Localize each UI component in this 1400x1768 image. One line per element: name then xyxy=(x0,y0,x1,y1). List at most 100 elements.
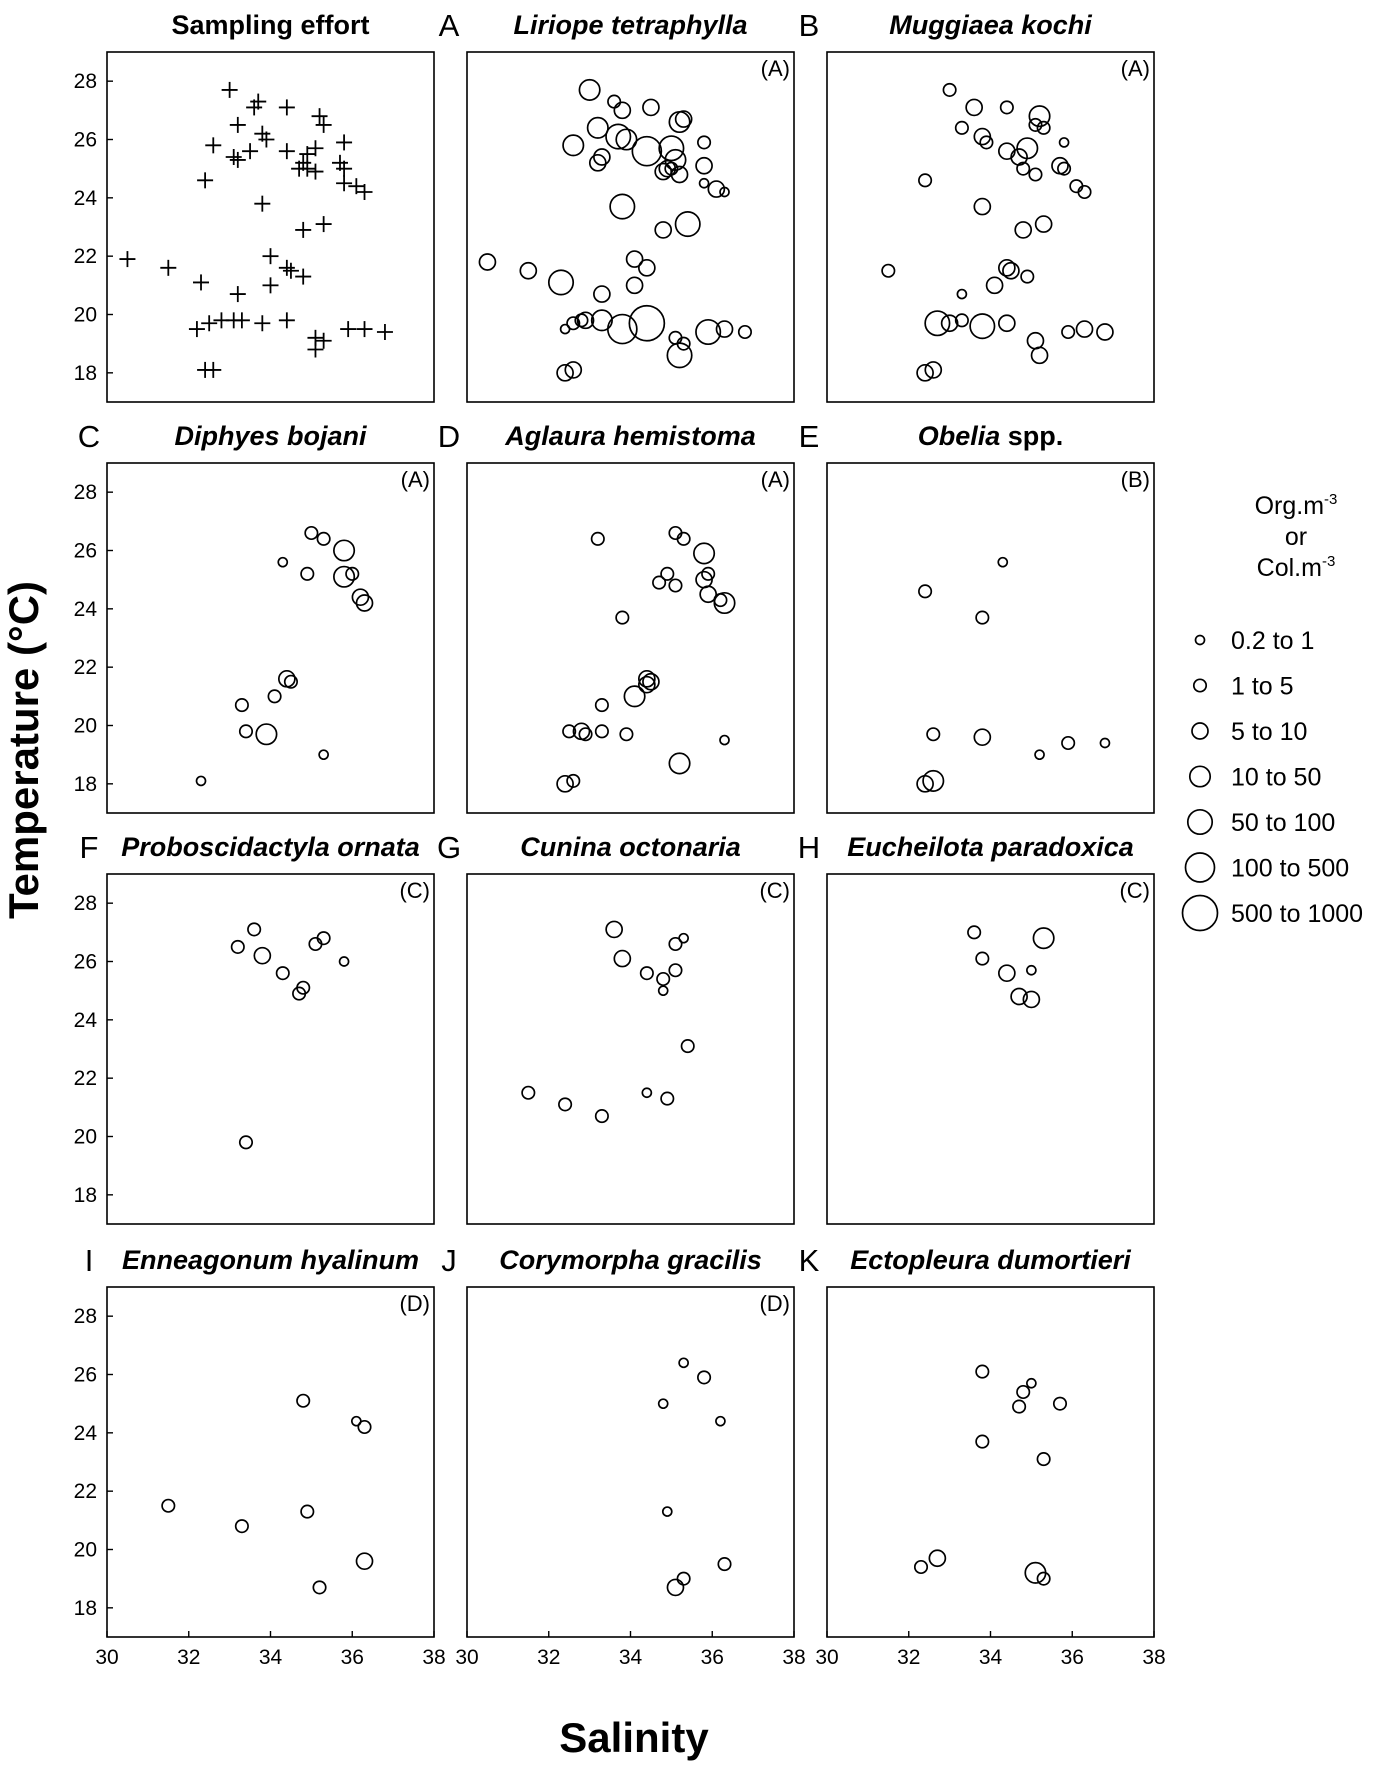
data-point-bubble xyxy=(973,728,992,747)
y-tick-label: 22 xyxy=(74,656,97,679)
data-point-cross xyxy=(225,149,242,165)
data-point-bubble xyxy=(973,197,992,216)
data-point-bubble xyxy=(652,575,667,590)
panel-title: Proboscidactyla ornata xyxy=(121,832,420,862)
data-point-cross xyxy=(233,312,250,329)
data-point-bubble xyxy=(296,1393,311,1408)
data-point-cross xyxy=(254,195,271,212)
data-point-bubble xyxy=(316,531,331,546)
data-point-bubble xyxy=(668,578,683,593)
panel-letter: I xyxy=(85,1243,94,1278)
data-point-bubble xyxy=(1061,735,1076,751)
panel-letter: A xyxy=(439,8,460,43)
x-tick-label: 32 xyxy=(537,1646,560,1669)
legend-bubble xyxy=(1184,852,1216,883)
data-point-cross xyxy=(295,221,312,238)
data-point-bubble xyxy=(924,361,943,379)
data-point-bubble xyxy=(267,689,282,704)
data-point-bubble xyxy=(1012,1399,1027,1414)
data-point-cross xyxy=(336,134,353,151)
panels-group: Sampling effort 18 20 22 24 26 28 A Liriope tetr… xyxy=(74,8,1166,1669)
legend-item-label: 500 to 1000 xyxy=(1231,900,1363,928)
data-point-bubble xyxy=(676,336,691,351)
data-point-bubble xyxy=(578,727,593,742)
data-point-bubble xyxy=(547,269,575,296)
data-point-bubble xyxy=(637,675,656,694)
data-point-bubble xyxy=(637,669,656,688)
data-point-bubble xyxy=(234,698,249,713)
data-point-bubble xyxy=(1075,320,1094,338)
data-point-bubble xyxy=(333,539,356,562)
data-point-bubble xyxy=(333,565,356,588)
panel-letter: K xyxy=(799,1243,820,1278)
panel-cunina-octonaria: G Cunina octonaria (C) xyxy=(437,830,795,1225)
data-point-bubble xyxy=(697,135,712,150)
data-point-bubble xyxy=(161,1498,176,1513)
panel-letter: G xyxy=(437,830,461,865)
data-point-bubble xyxy=(956,288,968,300)
x-tick-label: 30 xyxy=(455,1646,478,1669)
data-point-bubble xyxy=(918,584,933,599)
x-axis-label: Salinity xyxy=(559,1714,709,1761)
data-point-bubble xyxy=(605,920,624,939)
x-tick-label: 38 xyxy=(422,1646,445,1669)
plot-frame xyxy=(826,873,1155,1225)
data-point-bubble xyxy=(642,672,660,691)
panel-title: Muggiaea kochi xyxy=(889,10,1092,40)
x-tick-label: 38 xyxy=(782,1646,805,1669)
legend-item-label: 5 to 10 xyxy=(1231,718,1307,746)
legend-bubble xyxy=(1186,808,1214,836)
data-point-bubble xyxy=(698,177,710,189)
data-point-bubble xyxy=(1036,1571,1051,1586)
data-point-cross xyxy=(188,321,205,338)
data-point-bubble xyxy=(1034,749,1045,761)
legend-bubble xyxy=(1194,634,1206,646)
data-point-bubble xyxy=(318,749,329,761)
panel-obelia-spp: E Obelia spp. (B) xyxy=(799,419,1155,814)
data-point-bubble xyxy=(606,313,638,345)
group-label: (D) xyxy=(759,1291,790,1316)
legend-bubble xyxy=(1192,678,1208,693)
y-tick-label: 22 xyxy=(74,1480,97,1503)
data-point-bubble xyxy=(521,1085,536,1100)
data-point-cross xyxy=(262,277,279,294)
data-point-bubble xyxy=(1036,1452,1051,1467)
data-point-bubble xyxy=(717,1557,732,1572)
data-point-bubble xyxy=(1030,346,1049,365)
data-point-bubble xyxy=(1028,117,1043,132)
data-point-bubble xyxy=(661,1506,673,1517)
data-point-cross xyxy=(311,108,328,125)
data-point-bubble xyxy=(926,727,941,742)
data-point-bubble xyxy=(985,276,1004,295)
data-point-bubble xyxy=(975,1434,990,1449)
data-point-cross xyxy=(278,259,295,276)
data-point-bubble xyxy=(578,78,601,101)
data-point-bubble xyxy=(345,566,360,581)
data-point-bubble xyxy=(967,925,982,940)
data-point-bubble xyxy=(1061,324,1076,340)
data-point-bubble xyxy=(657,985,669,997)
data-point-cross xyxy=(336,160,353,177)
data-point-bubble xyxy=(312,1580,327,1595)
data-point-bubble xyxy=(1052,1396,1068,1411)
x-tick-label: 34 xyxy=(619,1646,643,1669)
data-point-bubble xyxy=(975,610,990,625)
data-point-bubble xyxy=(693,542,716,565)
data-point-bubble xyxy=(695,318,722,346)
data-point-bubble xyxy=(1002,261,1020,280)
data-point-cross xyxy=(348,178,365,195)
y-tick-label: 26 xyxy=(74,951,97,974)
data-point-bubble xyxy=(628,304,666,342)
data-point-bubble xyxy=(300,1504,315,1519)
data-point-bubble xyxy=(300,566,315,581)
panel-diphyes-bojani: C Diphyes bojani (A) 18 20 22 24 26 28 xyxy=(74,419,435,814)
data-point-cross xyxy=(205,137,222,154)
data-point-bubble xyxy=(997,314,1016,333)
data-point-bubble xyxy=(1014,221,1033,239)
data-point-bubble xyxy=(913,1559,929,1575)
data-point-bubble xyxy=(238,1135,254,1150)
data-point-cross xyxy=(307,140,324,157)
data-point-bubble xyxy=(613,949,632,968)
legend-bubble xyxy=(1181,894,1219,932)
